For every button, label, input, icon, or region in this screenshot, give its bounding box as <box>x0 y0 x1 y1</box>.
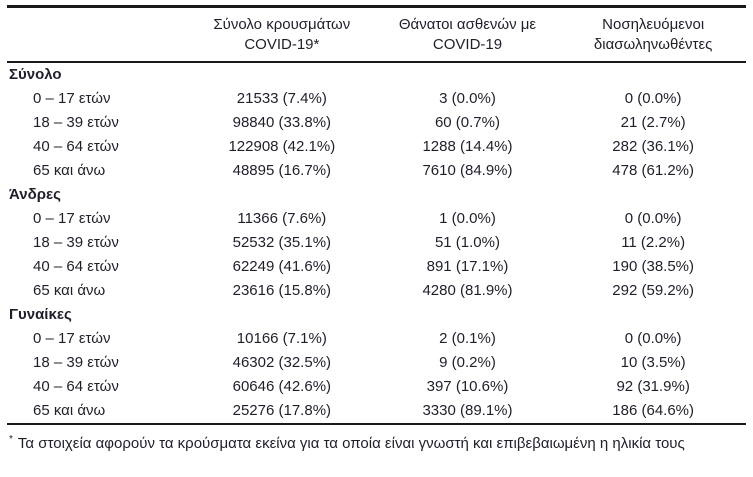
cases-value: 21533 (7.4%) <box>236 90 327 107</box>
intubated-value: 190 (38.5%) <box>612 258 695 275</box>
covid-age-stats-table: Σύνολο κρουσμάτων COVID-19* Θάνατοι ασθε… <box>7 8 746 425</box>
age-range-label: 18 – 39 ετών <box>33 114 119 131</box>
table-row: 65 και άνω 23616 (15.8%) 4280 (81.9%) 29… <box>7 279 746 303</box>
cases-value: 62249 (41.6%) <box>232 258 332 275</box>
column-header-deaths: Θάνατοι ασθενών με COVID-19 <box>374 8 561 63</box>
footnote-asterisk-marker: * <box>9 434 13 445</box>
deaths-value: 4280 (81.9%) <box>422 282 513 299</box>
cases-value: 25276 (17.8%) <box>232 402 332 419</box>
column-header-intubated-line2: διασωληνωθέντες <box>593 36 713 53</box>
age-range-label: 40 – 64 ετών <box>33 258 119 275</box>
cases-value: 52532 (35.1%) <box>232 234 332 251</box>
table-row: 0 – 17 ετών 11366 (7.6%) 1 (0.0%) 0 (0.0… <box>7 207 746 231</box>
group-header-row-men: Άνδρες <box>7 183 746 207</box>
age-range-label: 65 και άνω <box>33 402 106 419</box>
footnote-text: Τα στοιχεία αφορούν τα κρούσματα εκείνα … <box>17 435 685 452</box>
column-header-deaths-line1: Θάνατοι ασθενών με <box>398 16 537 33</box>
cases-value: 48895 (16.7%) <box>232 162 332 179</box>
table-row: 40 – 64 ετών 60646 (42.6%) 397 (10.6%) 9… <box>7 375 746 399</box>
footnote: * Τα στοιχεία αφορούν τα κρούσματα εκείνα… <box>7 425 746 454</box>
group-header-row-women: Γυναίκες <box>7 303 746 327</box>
age-range-label: 18 – 39 ετών <box>33 234 119 251</box>
column-header-cases-line1: Σύνολο κρουσμάτων <box>213 16 351 33</box>
intubated-value: 0 (0.0%) <box>624 330 682 347</box>
age-range-label: 65 και άνω <box>33 282 106 299</box>
cases-value: 60646 (42.6%) <box>232 378 332 395</box>
column-header-intubated-line1: Νοσηλευόμενοι <box>602 16 705 33</box>
cases-value: 10166 (7.1%) <box>236 330 327 347</box>
group-header-row-total: Σύνολο <box>7 62 746 87</box>
intubated-value: 11 (2.2%) <box>621 234 686 251</box>
cases-value: 23616 (15.8%) <box>232 282 332 299</box>
table-row: 0 – 17 ετών 21533 (7.4%) 3 (0.0%) 0 (0.0… <box>7 87 746 111</box>
deaths-value: 51 (1.0%) <box>434 234 500 251</box>
intubated-value: 0 (0.0%) <box>624 90 682 107</box>
cases-value: 46302 (32.5%) <box>232 354 332 371</box>
deaths-value: 9 (0.2%) <box>439 354 496 371</box>
age-range-label: 40 – 64 ετών <box>33 378 119 395</box>
table-row: 65 και άνω 25276 (17.8%) 3330 (89.1%) 18… <box>7 399 746 424</box>
table-row: 40 – 64 ετών 122908 (42.1%) 1288 (14.4%)… <box>7 135 746 159</box>
age-range-label: 0 – 17 ετών <box>33 210 111 227</box>
age-range-label: 18 – 39 ετών <box>33 354 119 371</box>
table-row: 18 – 39 ετών 98840 (33.8%) 60 (0.7%) 21 … <box>7 111 746 135</box>
cases-value: 122908 (42.1%) <box>228 138 336 155</box>
intubated-value: 282 (36.1%) <box>612 138 695 155</box>
deaths-value: 60 (0.7%) <box>434 114 500 131</box>
column-header-cases: Σύνολο κρουσμάτων COVID-19* <box>189 8 375 63</box>
age-range-label: 0 – 17 ετών <box>33 330 111 347</box>
group-label-women: Γυναίκες <box>9 306 72 323</box>
column-header-row: Σύνολο κρουσμάτων COVID-19* Θάνατοι ασθε… <box>7 8 746 63</box>
deaths-value: 3 (0.0%) <box>439 90 496 107</box>
deaths-value: 1288 (14.4%) <box>422 138 513 155</box>
column-header-cases-line2: COVID-19* <box>244 36 320 53</box>
deaths-value: 7610 (84.9%) <box>422 162 513 179</box>
table-row: 18 – 39 ετών 52532 (35.1%) 51 (1.0%) 11 … <box>7 231 746 255</box>
intubated-value: 292 (59.2%) <box>612 282 695 299</box>
deaths-value: 1 (0.0%) <box>439 210 496 227</box>
intubated-value: 0 (0.0%) <box>624 210 682 227</box>
deaths-value: 397 (10.6%) <box>426 378 509 395</box>
table-row: 65 και άνω 48895 (16.7%) 7610 (84.9%) 47… <box>7 159 746 183</box>
intubated-value: 10 (3.5%) <box>620 354 686 371</box>
deaths-value: 3330 (89.1%) <box>422 402 513 419</box>
intubated-value: 478 (61.2%) <box>612 162 695 179</box>
intubated-value: 21 (2.7%) <box>620 114 686 131</box>
deaths-value: 2 (0.1%) <box>439 330 496 347</box>
table-top-rule <box>7 5 746 8</box>
table-row: 0 – 17 ετών 10166 (7.1%) 2 (0.1%) 0 (0.0… <box>7 327 746 351</box>
cases-value: 98840 (33.8%) <box>232 114 332 131</box>
cases-value: 11366 (7.6%) <box>237 210 327 227</box>
table-row: 18 – 39 ετών 46302 (32.5%) 9 (0.2%) 10 (… <box>7 351 746 375</box>
deaths-value: 891 (17.1%) <box>426 258 509 275</box>
table-row: 40 – 64 ετών 62249 (41.6%) 891 (17.1%) 1… <box>7 255 746 279</box>
group-label-total: Σύνολο <box>9 66 62 83</box>
age-range-label: 0 – 17 ετών <box>33 90 111 107</box>
column-header-intubated: Νοσηλευόμενοι διασωληνωθέντες <box>560 8 746 63</box>
empty-corner-cell <box>7 8 189 63</box>
intubated-value: 92 (31.9%) <box>616 378 690 395</box>
intubated-value: 186 (64.6%) <box>612 402 695 419</box>
age-range-label: 65 και άνω <box>33 162 106 179</box>
group-label-men: Άνδρες <box>9 186 61 203</box>
column-header-deaths-line2: COVID-19 <box>432 36 503 53</box>
age-range-label: 40 – 64 ετών <box>33 138 119 155</box>
